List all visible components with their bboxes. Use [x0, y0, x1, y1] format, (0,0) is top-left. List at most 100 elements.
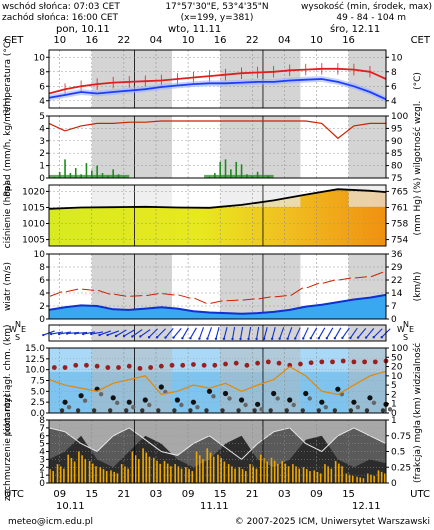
fog-bar [63, 468, 65, 483]
elevation-label: wysokość (min, środek, max) [301, 1, 432, 12]
cloud-top-dot [265, 359, 271, 365]
cloud-low-dot [98, 391, 104, 397]
wind-direction-arrow [156, 328, 166, 338]
precip-bar [251, 175, 254, 178]
fog-bar [244, 471, 247, 483]
wind-direction-head [189, 336, 192, 340]
cloud-low-dot [291, 402, 296, 408]
precip-ylabel: opad (mm/h, kg/m²/h) [3, 97, 13, 196]
fog-bar [120, 464, 123, 483]
wind-direction-head [349, 336, 352, 340]
wind-gust [82, 288, 95, 291]
y-tick-label: 1 [39, 471, 45, 481]
cloud-top-dot [137, 365, 143, 371]
y-tick-label-right: 36 [391, 250, 403, 260]
fog-bar [78, 451, 80, 483]
wind-gust [162, 293, 175, 296]
fog-bar [84, 459, 87, 483]
y-tick-label-right: 2 [391, 390, 397, 400]
y-tick-label: 3 [39, 455, 45, 465]
wind-direction-arrow [341, 327, 350, 339]
cloud-base-dot [380, 408, 386, 413]
precip-base [204, 174, 274, 178]
fog-bar [334, 460, 337, 483]
cloud-low-dot [126, 399, 132, 405]
cloud-top-dot [201, 362, 207, 368]
temperature-ylabel: temperatura (°C) [3, 38, 13, 115]
fog-bar [81, 455, 83, 483]
top-day-label: śro, 12.11 [330, 23, 380, 35]
fog-bar [170, 466, 172, 483]
cloud-top-dot [319, 359, 325, 365]
cloud-low-dot [147, 402, 152, 408]
y-tick-label: 6 [39, 432, 45, 442]
cloud-top-dot [340, 358, 346, 364]
compass-s-right: S [403, 333, 408, 342]
bottom-day-labels: 10.11 11.11 12.11 [56, 501, 381, 512]
wind-direction-head [341, 336, 344, 340]
fog-bar [380, 471, 383, 483]
precip-bar [64, 159, 66, 178]
wind-direction-arrow [294, 327, 301, 339]
wind-direction-head [294, 337, 297, 340]
wind-direction-head [270, 337, 274, 340]
fog-bar [259, 454, 262, 483]
wind-mean-line [48, 293, 387, 315]
fog-bar [313, 470, 316, 483]
wind-direction-arrow [198, 327, 205, 339]
wind-gust [274, 295, 287, 298]
fog-bar [174, 464, 176, 483]
cloud-top-dot [105, 365, 111, 370]
y-tick-label-right: 6 [391, 82, 397, 92]
cloud-base-dot [156, 408, 161, 413]
fog-bar [88, 460, 91, 483]
y-tick-label: 6 [39, 276, 45, 286]
y-tick-label-right: 7 [391, 302, 397, 312]
humidity-ylabel-right: (%) wilgotność wzgl. [412, 101, 423, 193]
fog-bar [366, 473, 369, 483]
wind-direction-arrow [165, 328, 174, 338]
fog-bar [338, 463, 340, 483]
humidity-line [48, 120, 386, 140]
bottom-hour-label: 15 [342, 489, 355, 500]
night-band [91, 348, 173, 413]
fog-bar [287, 466, 290, 483]
precip-bar [101, 173, 104, 178]
cloud-base-dot [236, 408, 241, 413]
cloud-low-dot [211, 394, 216, 399]
cloud-base-dot [348, 408, 354, 413]
top-hour-label: 22 [118, 35, 131, 46]
cloud-low-dot [66, 404, 72, 410]
y-tick-label: 1005 [22, 236, 45, 246]
wind-direction-head [172, 336, 175, 339]
fog-bar [252, 466, 255, 483]
wind-direction-arrow [357, 328, 367, 338]
fog-bar [370, 474, 372, 483]
fog-bar [131, 451, 134, 483]
fog-bar [49, 469, 51, 483]
fog-bar [316, 471, 319, 483]
y-tick-label: 5.0 [31, 387, 46, 397]
wind-direction-head [65, 332, 69, 335]
compass-n-right: N [403, 320, 409, 329]
compass-w-right: W [397, 325, 405, 334]
y-tick-label-right: 29 [391, 263, 403, 273]
fog-bar [166, 463, 169, 483]
precip-bar [208, 176, 211, 178]
y-tick-label: 2 [39, 149, 45, 159]
cloud-base-dot [188, 408, 193, 413]
wind-direction-head [206, 337, 209, 340]
precip-bar [240, 164, 243, 178]
wind-gust [210, 300, 223, 304]
bottom-hour-label: 21 [246, 489, 259, 500]
cloud-base-dot [300, 408, 305, 413]
bottom-hour-label: 09 [53, 489, 66, 500]
fog-bar [177, 466, 180, 483]
y-tick-label-right: 85 [391, 149, 402, 159]
cloud-top-dot [180, 362, 186, 368]
wind-ylabel: wiatr (m/s) [3, 262, 13, 311]
y-tick-label: 7 [39, 424, 45, 434]
bottom-hour-label: 15 [214, 489, 227, 500]
wind-gust [194, 297, 207, 304]
wind-direction-head [49, 332, 53, 336]
